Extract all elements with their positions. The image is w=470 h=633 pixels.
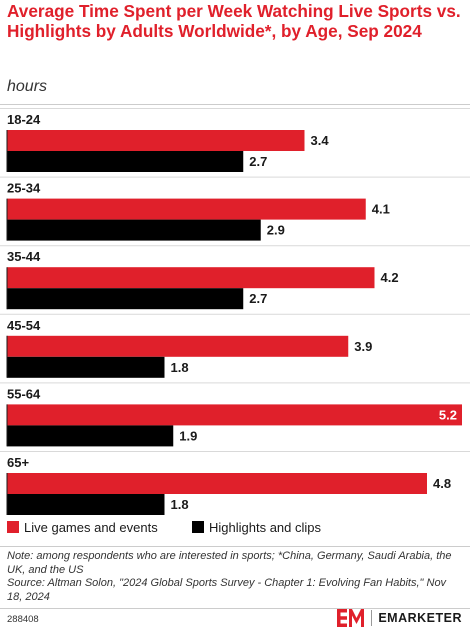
bar-highlights-25-34 [7,219,261,241]
legend-label-highlights: Highlights and clips [209,520,322,535]
bar-highlights-35-44 [7,288,244,310]
category-label-55-64: 55-64 [7,386,41,401]
bar-highlights-65 [7,494,165,515]
category-label-35-44: 35-44 [7,249,41,264]
value-label-live-25-34: 4.1 [372,202,390,217]
category-label-45-54: 45-54 [7,318,41,333]
note-text: Note: among respondents who are interest… [7,550,452,576]
category-label-25-34: 25-34 [7,181,41,196]
bar-highlights-55-64 [7,425,174,447]
bar-live-45-54 [7,335,349,357]
logo-wordmark: EMARKETER [378,611,462,625]
legend-swatch-live [7,521,19,533]
value-label-highlights-55-64: 1.9 [179,428,197,443]
bar-live-65 [7,473,427,494]
value-label-highlights-45-54: 1.8 [171,360,189,375]
bar-live-25-34 [7,198,366,220]
chart-subtitle: hours [7,78,48,95]
value-label-highlights-35-44: 2.7 [249,291,267,306]
emarketer-logo: EMARKETER [337,608,462,628]
value-label-live-55-64: 5.2 [439,407,457,422]
footer-divider [0,546,470,547]
legend-swatch-highlights [192,521,204,533]
bar-highlights-45-54 [7,356,165,378]
source-text: Source: Altman Solon, "2024 Global Sport… [7,577,447,603]
footnote: Note: among respondents who are interest… [7,550,462,604]
value-label-highlights-25-34: 2.9 [267,223,285,238]
logo-separator [371,610,373,626]
bottom-divider [0,608,470,609]
value-label-live-35-44: 4.2 [381,270,399,285]
legend-item-live: Live games and events [7,520,158,535]
legend-item-highlights: Highlights and clips [192,520,321,535]
legend-label-live: Live games and events [24,520,158,535]
chart-id: 288408 [7,614,39,625]
value-label-live-65: 4.8 [433,476,451,491]
chart-title: Average Time Spent per Week Watching Liv… [7,1,461,41]
header-divider [0,104,470,105]
value-label-highlights-18-24: 2.7 [249,154,267,169]
value-label-live-18-24: 3.4 [311,133,330,148]
bar-live-55-64 [7,404,462,426]
em-logo-icon [337,609,365,627]
bar-live-35-44 [7,267,375,289]
category-label-65: 65+ [7,455,29,470]
bar-live-18-24 [7,130,305,151]
value-label-live-45-54: 3.9 [354,339,372,354]
category-label-18-24: 18-24 [7,112,41,127]
bar-highlights-18-24 [7,151,244,172]
bar-chart: 18-24 3.4 2.7 25-34 4.1 2.9 35-44 4.2 2.7 45-54 3.… [0,108,470,515]
value-label-highlights-65: 1.8 [171,497,189,512]
